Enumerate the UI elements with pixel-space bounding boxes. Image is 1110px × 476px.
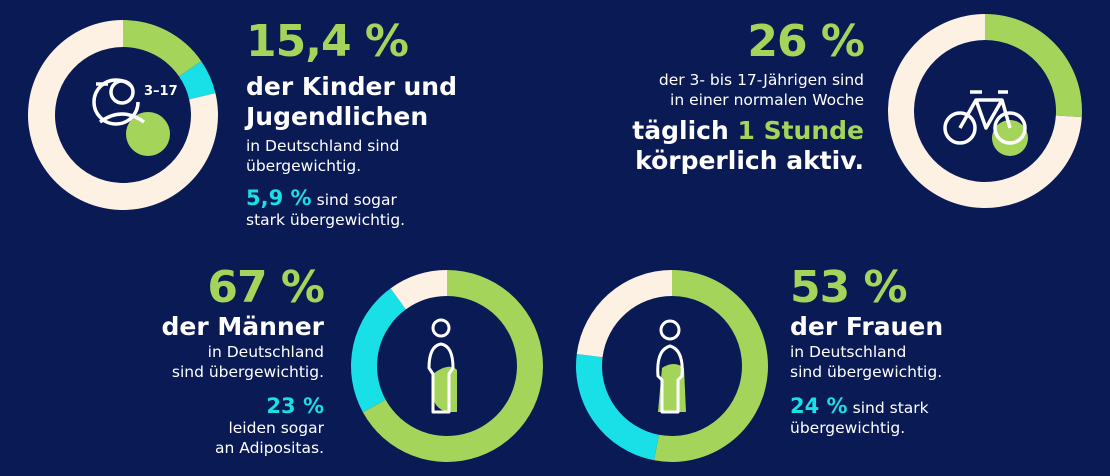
children-big-percent: 15,4 %	[246, 16, 409, 67]
men-donut-chart	[351, 270, 543, 462]
children-sub-2: übergewichtig.	[246, 157, 362, 176]
men-secondary-percent: 23 %	[266, 394, 324, 419]
men-headline: der Männer	[161, 312, 324, 341]
age-label: 3–17	[144, 84, 178, 99]
women-secondary-text-1: sind stark	[852, 399, 929, 418]
child-icon	[92, 78, 170, 156]
activity-headline-1b: 1 Stunde	[737, 116, 864, 146]
children-donut-segment-2	[179, 61, 216, 100]
women-donut-chart	[576, 270, 768, 462]
children-text-block: 15,4 % der Kinder und Jugendlichen in De…	[246, 20, 457, 231]
women-secondary-text-2: übergewichtig.	[790, 419, 906, 438]
women-donut-segment-2	[576, 353, 659, 461]
men-big-percent: 67 %	[207, 262, 325, 313]
man-icon	[427, 318, 457, 414]
women-donut-segment-1	[654, 270, 768, 462]
activity-donut-segment-1	[985, 14, 1082, 118]
activity-sub-2: in einer normalen Woche	[670, 91, 864, 110]
men-text-block: 67 % der Männer in Deutschland sind über…	[120, 262, 325, 459]
women-sub-1: in Deutschland	[790, 343, 907, 361]
children-headline-2: Jugendlichen	[246, 102, 429, 131]
men-donut-segment-rest	[390, 270, 447, 310]
bicycle-icon	[943, 90, 1028, 156]
children-sub-1: in Deutschland sind	[246, 137, 400, 155]
children-secondary-text-2: stark übergewichtig.	[246, 211, 406, 230]
women-donut-segment-rest	[576, 270, 672, 358]
activity-headline-2: körperlich aktiv.	[635, 146, 864, 176]
women-sub-2: sind übergewichtig.	[790, 363, 943, 382]
child-icon-fill	[126, 112, 170, 156]
activity-donut-chart	[888, 14, 1082, 208]
men-donut-segment-1	[362, 270, 543, 462]
activity-headline-1a: täglich	[632, 116, 729, 146]
men-secondary-text-1: leiden sogar	[228, 419, 324, 438]
children-secondary-text-1: sind sogar	[316, 191, 397, 210]
activity-sub-1: der 3- bis 17-Jährigen sind	[658, 71, 864, 89]
men-secondary-text-2: an Adipositas.	[214, 439, 324, 458]
men-donut-segment-2	[351, 288, 406, 413]
women-text-block: 53 % der Frauen in Deutschland sind über…	[790, 266, 943, 439]
women-big-percent: 53 %	[790, 262, 908, 313]
children-donut-segment-1	[123, 20, 202, 77]
activity-text-block: 26 % der 3- bis 17-Jährigen sind in eine…	[600, 16, 865, 176]
children-headline-1: der Kinder und	[246, 72, 457, 101]
children-donut-chart: 3–17	[28, 20, 218, 211]
men-sub-1: in Deutschland	[207, 343, 324, 361]
woman-icon	[656, 319, 686, 414]
women-secondary-percent: 24 %	[790, 394, 848, 419]
women-headline: der Frauen	[790, 312, 944, 341]
activity-big-percent: 26 %	[747, 16, 865, 67]
children-secondary-percent: 5,9 %	[246, 186, 312, 211]
men-sub-2: sind übergewichtig.	[171, 363, 324, 382]
